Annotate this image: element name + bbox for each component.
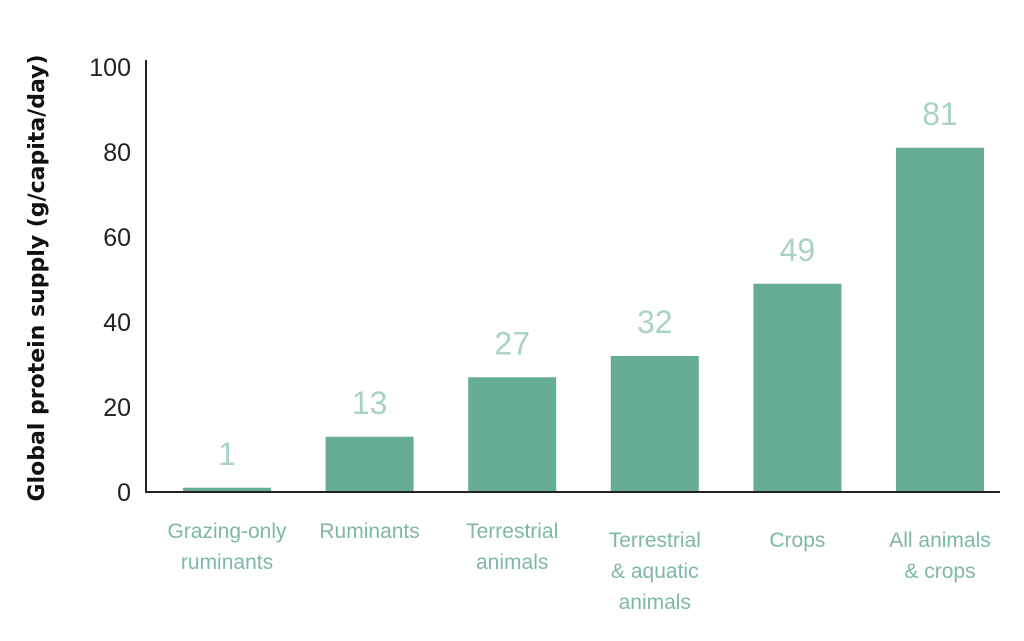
- y-tick-label: 60: [103, 224, 131, 252]
- y-tick-label: 80: [103, 139, 131, 167]
- category-label: Terrestrial & aquatic animals: [609, 529, 701, 614]
- bars: [183, 147, 984, 492]
- y-tick-label: 20: [103, 394, 131, 422]
- y-tick-label: 100: [89, 54, 131, 82]
- bar: [183, 487, 271, 492]
- data-label: 32: [637, 304, 673, 340]
- y-axis-title: Global protein supply (g/capita/day): [25, 54, 50, 501]
- bar: [896, 147, 984, 492]
- data-labels: 1 13 27 32 49 81: [218, 96, 958, 472]
- category-label: All animals & crops: [889, 529, 991, 583]
- data-label: 49: [780, 232, 816, 268]
- bar: [325, 436, 414, 492]
- data-label: 13: [352, 385, 388, 421]
- category-label: Crops: [769, 529, 825, 552]
- data-label: 27: [494, 325, 530, 361]
- bar: [610, 356, 699, 492]
- y-tick-label: 40: [103, 309, 131, 337]
- x-axis-labels: Grazing-only ruminants Ruminants Terrestria…: [167, 520, 990, 614]
- bar: [468, 377, 557, 492]
- data-label: 81: [922, 96, 958, 132]
- category-label: Ruminants: [319, 520, 419, 543]
- data-label: 1: [218, 436, 236, 472]
- y-axis-ticks: 0 20 40 60 80 100: [89, 54, 131, 507]
- category-label: Grazing-only ruminants: [167, 520, 287, 574]
- bar: [753, 283, 842, 492]
- y-tick-label: 0: [117, 479, 131, 507]
- category-label: Terrestrial animals: [466, 520, 558, 574]
